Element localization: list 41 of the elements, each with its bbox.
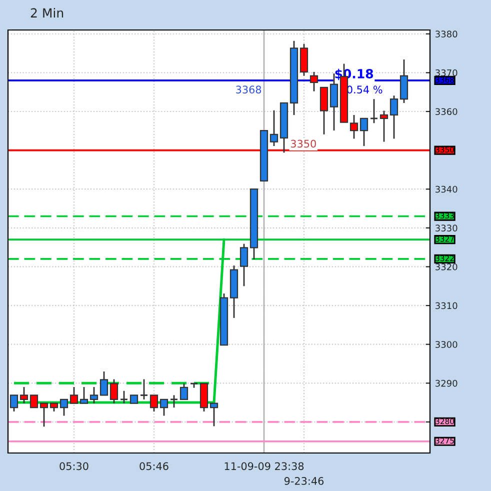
ref-line-label: 3350: [290, 140, 316, 148]
candlestick: [300, 43, 308, 76]
candlestick: [30, 394, 38, 408]
candlestick: [100, 370, 108, 396]
candlestick: [180, 382, 188, 400]
candlestick: [110, 378, 118, 404]
candlestick: [210, 402, 218, 427]
y-tick-label: 3300: [436, 341, 458, 348]
candlestick: [320, 86, 328, 136]
y-tick-label: 3370: [436, 69, 458, 76]
candlestick: [400, 58, 408, 104]
candlestick: [20, 386, 28, 404]
candlestick: [40, 402, 48, 428]
candlestick: [390, 94, 398, 140]
candlestick: [80, 386, 88, 404]
y-tick-label: 3310: [436, 302, 458, 310]
y-tick-label: 3330: [436, 224, 458, 232]
candlestick: [360, 118, 368, 147]
y-tick-label: 3360: [436, 108, 458, 116]
y-tick-label: 3320: [436, 263, 458, 270]
y-tick-label: 3290: [436, 380, 458, 387]
candlestick: [240, 243, 248, 287]
x-tick-label: 9-23:46: [284, 477, 324, 485]
candlestick: [270, 110, 278, 147]
x-tick-label: 05:46: [140, 462, 168, 470]
candlestick: [90, 386, 98, 404]
chart-title: 2 Min: [30, 8, 64, 18]
y-tick-label: 3340: [436, 186, 458, 193]
candlestick: [380, 110, 388, 142]
candlestick: [350, 114, 358, 140]
candlestick: [150, 394, 158, 412]
x-tick-label: 05:30: [60, 462, 88, 470]
candlestick: [70, 386, 78, 404]
ref-line-label: 3368: [236, 86, 262, 94]
candlestick: [310, 71, 318, 92]
candlestick: [140, 378, 148, 400]
y-tick-label: 3380: [436, 30, 458, 38]
candlestick: [10, 394, 18, 412]
x-tick-label: 11-09-09 23:38: [224, 462, 304, 470]
candlestick: [160, 398, 168, 416]
candlestick: [60, 398, 68, 416]
